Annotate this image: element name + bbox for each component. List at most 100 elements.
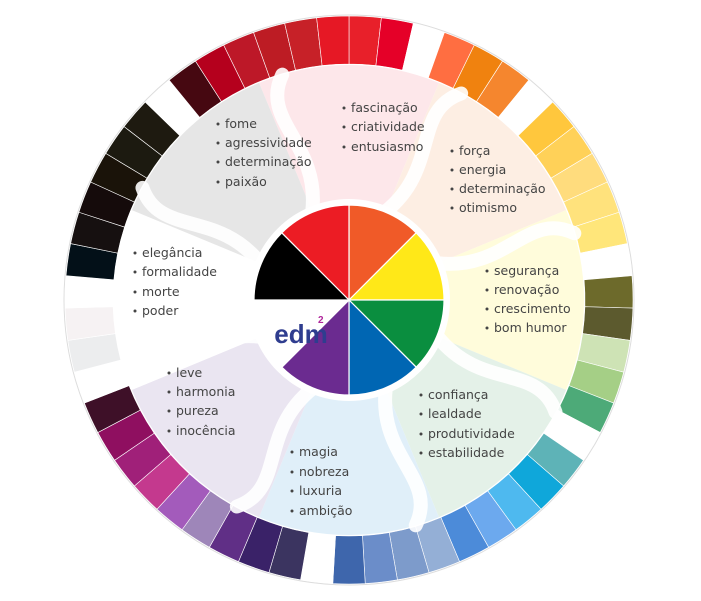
keyword-item: bom humor — [494, 320, 567, 335]
keyword-item: magia — [299, 444, 338, 459]
ring-segment — [332, 535, 366, 585]
petal-separator — [229, 381, 320, 514]
bullet — [216, 141, 220, 145]
bullet — [290, 489, 294, 493]
bullet — [342, 145, 346, 149]
bullet — [450, 206, 454, 210]
bullet — [133, 290, 137, 294]
keyword-item: agressividade — [225, 135, 312, 150]
petal-sector — [259, 300, 439, 535]
petal-separator — [378, 381, 428, 533]
logo-text: edm — [274, 319, 327, 349]
outer-color-ring — [64, 15, 634, 585]
keyword-item: poder — [142, 303, 179, 318]
bullet — [485, 269, 489, 273]
bullet — [485, 307, 489, 311]
group-green-keywords: segurança renovação crescimento bom humo… — [485, 263, 571, 335]
keyword-item: elegância — [142, 245, 202, 260]
keyword-item: criatividade — [351, 119, 425, 134]
keyword-item: otimismo — [459, 200, 517, 215]
keyword-item: estabilidade — [428, 445, 505, 460]
bullet — [167, 429, 171, 433]
petal-separator — [430, 221, 582, 271]
bullet — [450, 168, 454, 172]
inner-pie-slice — [280, 204, 350, 302]
bullet — [342, 125, 346, 129]
bullet — [485, 288, 489, 292]
bullet — [216, 160, 220, 164]
inner-pie-slice — [347, 299, 445, 369]
keyword-item: harmonia — [176, 384, 235, 399]
petal-separator — [378, 86, 469, 219]
bullet — [419, 393, 423, 397]
keyword-item: ambição — [299, 503, 352, 518]
petal-separator — [116, 329, 268, 379]
inner-pie-slice — [280, 298, 350, 396]
keyword-item: lealdade — [428, 406, 482, 421]
bullet — [216, 180, 220, 184]
bullet — [419, 432, 423, 436]
keyword-item: segurança — [494, 263, 559, 278]
ring-segment — [316, 15, 350, 66]
keyword-item: renovação — [494, 282, 559, 297]
keyword-item: determinação — [459, 181, 546, 196]
group-white-keywords: leve harmonia pureza inocência — [167, 365, 236, 438]
petal-separator — [430, 329, 563, 420]
keyword-item: determinação — [225, 154, 312, 169]
group-blue-keywords: confiança lealdade produtividade estabil… — [419, 387, 515, 460]
logo-superscript: 2 — [318, 315, 324, 326]
petal-separator — [135, 180, 268, 271]
edm-logo: edm 2 — [274, 315, 327, 349]
bullet — [133, 251, 137, 255]
inner-pie-slice — [253, 231, 351, 301]
petal-separator — [270, 67, 320, 219]
bullet — [133, 270, 137, 274]
keyword-item: nobreza — [299, 464, 349, 479]
group-orange-keywords: fascinação criatividade entusiasmo — [342, 100, 425, 154]
keyword-item: fome — [225, 116, 257, 131]
bullet — [419, 412, 423, 416]
ring-segment — [583, 275, 634, 309]
bullet — [216, 122, 220, 126]
inner-pie-slice — [348, 298, 418, 396]
keyword-item: leve — [176, 365, 203, 380]
keyword-item: fascinação — [351, 100, 418, 115]
bullet — [450, 187, 454, 191]
bullet — [342, 106, 346, 110]
keyword-item: morte — [142, 284, 180, 299]
ring-segment — [64, 275, 115, 309]
bullet — [290, 470, 294, 474]
bullet — [290, 509, 294, 513]
keyword-item: crescimento — [494, 301, 571, 316]
group-purple-keywords: magia nobreza luxuria ambição — [290, 444, 352, 518]
group-red-keywords: fome agressividade determinação paixão — [216, 116, 312, 189]
group-black-keywords: elegância formalidade morte poder — [133, 245, 217, 318]
keyword-item: produtividade — [428, 426, 515, 441]
petal-sector — [259, 65, 439, 300]
bullet — [167, 409, 171, 413]
bullet — [485, 326, 489, 330]
petal-sector — [113, 210, 349, 390]
bullet — [133, 309, 137, 313]
bullet — [167, 390, 171, 394]
keyword-item: energia — [459, 162, 506, 177]
keyword-item: paixão — [225, 174, 267, 189]
keyword-item: força — [459, 143, 490, 158]
keyword-item: inocência — [176, 423, 236, 438]
group-yellow-keywords: força energia determinação otimismo — [450, 143, 546, 215]
keyword-item: formalidade — [142, 264, 217, 279]
inner-pie-slice — [347, 231, 445, 301]
keyword-item: luxuria — [299, 483, 342, 498]
bullet — [419, 451, 423, 455]
keyword-item: pureza — [176, 403, 219, 418]
inner-pie-slice — [348, 204, 418, 302]
keyword-item: entusiasmo — [351, 139, 423, 154]
bullet — [450, 149, 454, 153]
keyword-item: confiança — [428, 387, 488, 402]
petal-sector — [349, 210, 584, 390]
bullet — [290, 450, 294, 454]
inner-color-pie — [248, 199, 450, 401]
bullet — [167, 371, 171, 375]
inner-pie-slice — [253, 299, 351, 369]
